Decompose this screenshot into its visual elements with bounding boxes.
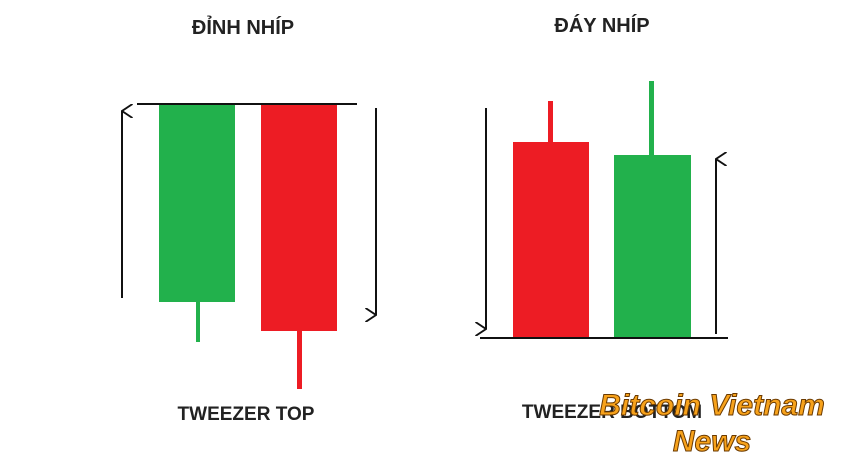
left-label: TWEEZER TOP bbox=[178, 404, 315, 425]
right-label: TWEEZER BOTTOM bbox=[522, 402, 702, 423]
green-candle bbox=[159, 105, 235, 302]
wick bbox=[548, 101, 553, 144]
red-candle bbox=[261, 105, 337, 331]
red-candle bbox=[513, 142, 589, 338]
right-title: ĐÁY NHÍP bbox=[554, 14, 649, 37]
wick bbox=[196, 300, 200, 342]
green-candle bbox=[614, 155, 691, 338]
watermark: Bitcoin Vietnam bbox=[599, 389, 825, 422]
wick bbox=[297, 329, 302, 389]
wick bbox=[649, 81, 654, 157]
left-title: ĐỈNH NHÍP bbox=[192, 16, 294, 39]
watermark: News bbox=[673, 425, 751, 458]
